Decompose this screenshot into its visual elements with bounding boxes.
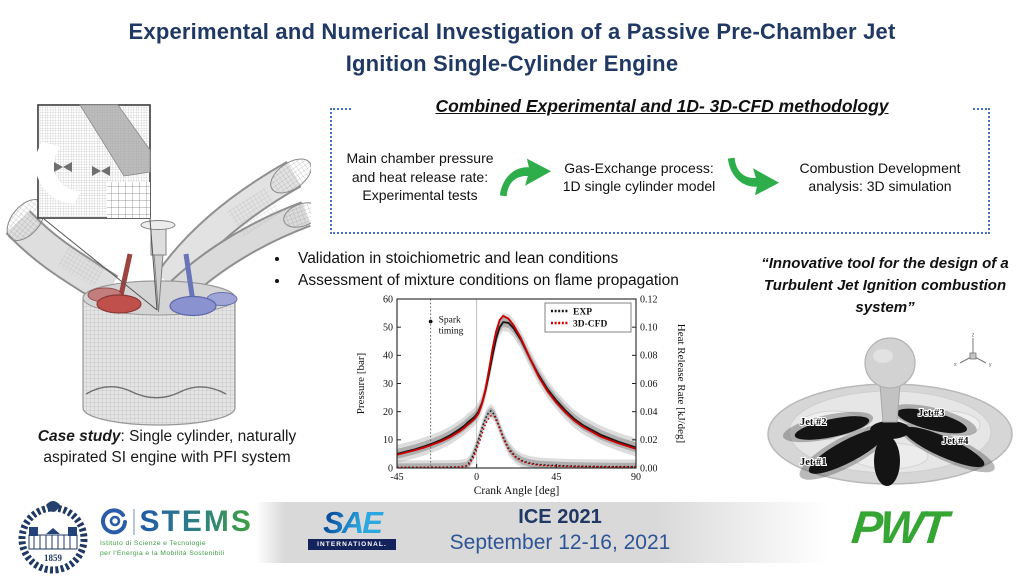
methodology-box: Main chamber pressure and heat release r…: [330, 108, 990, 234]
conference-title: ICE 2021: [518, 506, 602, 528]
intake-exhaust-ports: [6, 158, 311, 305]
sae-international-label: INTERNATIONAL.: [308, 539, 396, 550]
green-arrow-icon: [727, 157, 780, 196]
svg-text:x: x: [954, 362, 957, 368]
svg-text:EXP: EXP: [573, 307, 592, 317]
cnr-icon: [101, 508, 127, 535]
innovative-tool-quote: “Innovative tool for the design of a Tur…: [761, 255, 1009, 316]
jet-simulation-figure: z y x Jet #1 Jet #2 Jet #3 Jet #4: [767, 333, 1013, 486]
svg-text:0.04: 0.04: [640, 407, 658, 418]
jet-label-1: Jet #1: [800, 457, 827, 468]
pre-chamber-stem: [864, 337, 916, 423]
intake-valves-blue: [169, 253, 238, 317]
sae-wordmark: SAE: [308, 507, 396, 538]
svg-text:0.00: 0.00: [640, 463, 658, 474]
stems-subtitle-line1: Istituto di Scienze e Tecnologie: [100, 540, 207, 547]
svg-text:10: 10: [383, 435, 393, 446]
slide-title: Experimental and Numerical Investigation…: [30, 16, 994, 80]
svg-text:y: y: [989, 362, 992, 368]
inset-callout-lines: [43, 218, 158, 311]
svg-text:0.12: 0.12: [640, 294, 658, 305]
methodology-step-2: Gas-Exchange process: 1D single cylinder…: [562, 159, 716, 194]
footer-banner: [256, 502, 828, 563]
bullet-validation: Validation in stoichiometric and lean co…: [290, 250, 780, 268]
svg-text:z: z: [972, 333, 975, 339]
politecnico-seal: 1859: [18, 501, 88, 574]
pressure-hrr-chart: 0 10 20 30 40 50 60 0.00 0.02 0.04 0.06 0.08 0.10 0.1…: [355, 294, 687, 497]
methodology-step-1: Main chamber pressure and heat release r…: [346, 150, 494, 204]
svg-text:Heat Release Rate [kJ/deg]: Heat Release Rate [kJ/deg]: [675, 324, 687, 443]
svg-text:timing: timing: [439, 327, 464, 337]
methodology-step-3: Combustion Development analysis: 3D simu…: [799, 159, 961, 194]
pwt-logo: PWT: [849, 501, 948, 553]
jet-label-3: Jet #3: [918, 408, 945, 419]
svg-text:90: 90: [631, 472, 641, 483]
exhaust-valves-red: [87, 253, 142, 314]
svg-text:-45: -45: [390, 472, 403, 483]
case-study-body: : Single cylinder, naturally aspirated S…: [43, 428, 297, 466]
jet-label-2: Jet #2: [800, 417, 827, 428]
spark-plug: [140, 220, 176, 313]
svg-text:Pressure [bar]: Pressure [bar]: [355, 353, 367, 414]
seal-year: 1859: [44, 553, 63, 563]
svg-text:0: 0: [388, 463, 393, 474]
green-arrow-icon: [499, 158, 552, 197]
svg-text:60: 60: [383, 294, 393, 305]
svg-text:20: 20: [383, 407, 393, 418]
svg-text:0.08: 0.08: [640, 351, 658, 362]
conference-block: ICE 2021 September 12-16, 2021: [430, 504, 690, 556]
svg-text:Crank Angle [deg]: Crank Angle [deg]: [474, 485, 560, 497]
methodology-header: Combined Experimental and 1D- 3D-CFD met…: [352, 96, 972, 117]
svg-text:50: 50: [383, 323, 393, 334]
svg-text:0.06: 0.06: [640, 379, 658, 390]
case-study-label: Case study: [37, 428, 121, 445]
engine-mesh-figure: [6, 104, 311, 426]
axis-triad-icon: z y x: [954, 333, 992, 369]
svg-text:3D-CFD: 3D-CFD: [573, 319, 607, 329]
svg-text:0: 0: [474, 472, 479, 483]
jet-blobs: [794, 408, 985, 486]
stems-subtitle-line2: per l'Energia e la Mobilità Sostenibili: [100, 550, 225, 558]
stems-logo: STEMS Istituto di Scienze e Tecnologie p…: [100, 507, 270, 559]
svg-text:45: 45: [551, 472, 561, 483]
svg-text:0.10: 0.10: [640, 323, 658, 334]
jet-label-4: Jet #4: [942, 436, 969, 447]
mesh-detail-inset: [35, 104, 151, 219]
svg-text:Spark: Spark: [439, 316, 461, 326]
svg-text:40: 40: [383, 351, 393, 362]
conference-date: September 12-16, 2021: [449, 531, 671, 554]
stems-wordmark: STEMS: [139, 505, 253, 538]
slide-title-line1: Experimental and Numerical Investigation…: [128, 19, 896, 44]
bullet-assessment: Assessment of mixture conditions on flam…: [290, 272, 780, 290]
case-study-text: Case study: Single cylinder, naturally a…: [8, 427, 326, 469]
sae-logo: SAE INTERNATIONAL.: [308, 507, 396, 550]
key-points-list: Validation in stoichiometric and lean co…: [268, 246, 780, 294]
svg-text:0.02: 0.02: [640, 435, 658, 446]
svg-text:30: 30: [383, 379, 393, 390]
slide-title-line2: Ignition Single-Cylinder Engine: [345, 50, 679, 76]
